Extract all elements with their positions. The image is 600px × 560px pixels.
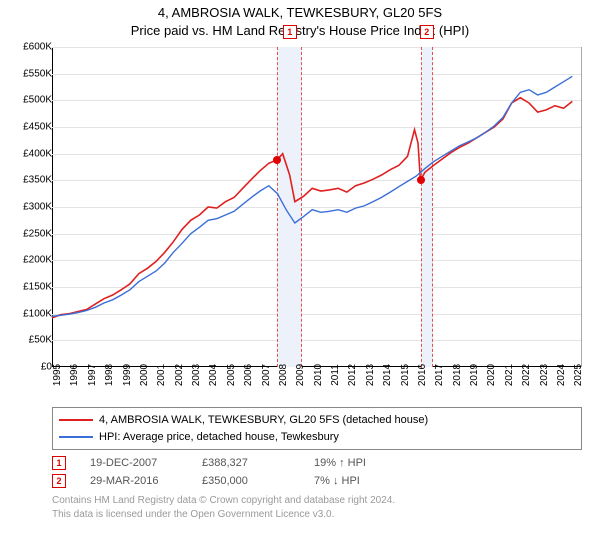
legend-label: 4, AMBROSIA WALK, TEWKESBURY, GL20 5FS (… [99,412,428,429]
y-tick-label: £400K [23,148,52,159]
footer-line-1: Contains HM Land Registry data © Crown c… [52,494,582,508]
title-block: 4, AMBROSIA WALK, TEWKESBURY, GL20 5FS P… [8,4,592,39]
x-tick-label: 2006 [243,364,254,386]
sale-dot [273,156,281,164]
y-tick-label: £600K [23,42,52,53]
x-tick-label: 2022 [521,364,532,386]
sale-row-date: 29-MAR-2016 [90,475,178,487]
legend: 4, AMBROSIA WALK, TEWKESBURY, GL20 5FS (… [52,407,582,450]
x-tick-label: 2020 [486,364,497,386]
x-tick-label: 2017 [434,364,445,386]
sale-summary-table: 1 19-DEC-2007 £388,327 19% ↑ HPI 2 29-MAR-201… [52,456,582,488]
y-tick-label: £450K [23,122,52,133]
x-tick-label: 1999 [122,364,133,386]
series-property [52,98,572,318]
x-tick-label: 2012 [347,364,358,386]
sale-row-delta: 19% ↑ HPI [314,457,402,469]
y-tick-label: £350K [23,175,52,186]
chart-container: 4, AMBROSIA WALK, TEWKESBURY, GL20 5FS P… [0,0,600,560]
line-layer [52,47,581,367]
sale-row-price: £350,000 [202,475,290,487]
sale-row-date: 19-DEC-2007 [90,457,178,469]
sale-row: 1 19-DEC-2007 £388,327 19% ↑ HPI [52,456,582,470]
sale-row-price: £388,327 [202,457,290,469]
sale-marker: 1 [283,25,297,39]
legend-label: HPI: Average price, detached house, Tewk… [99,429,339,446]
x-tick-label: 2000 [139,364,150,386]
legend-swatch [59,419,93,421]
x-tick-label: 2025 [573,364,584,386]
legend-row: 4, AMBROSIA WALK, TEWKESBURY, GL20 5FS (… [59,412,575,429]
x-tick-label: 2023 [539,364,550,386]
sale-marker: 2 [420,25,434,39]
plot-region: 12 [52,47,582,367]
sale-row-num: 1 [52,456,66,470]
x-tick-label: 2010 [313,364,324,386]
y-tick-label: £550K [23,68,52,79]
x-tick-label: 2002 [174,364,185,386]
footer-attribution: Contains HM Land Registry data © Crown c… [52,494,582,521]
x-tick-label: 2004 [208,364,219,386]
x-tick-label: 1998 [104,364,115,386]
y-tick-label: £200K [23,255,52,266]
x-tick-label: 2003 [191,364,202,386]
footer-line-2: This data is licensed under the Open Gov… [52,508,582,522]
y-tick-label: £0 [41,362,52,373]
y-tick-label: £500K [23,95,52,106]
x-tick-label: 1996 [69,364,80,386]
x-tick-label: 2009 [295,364,306,386]
series-hpi [52,76,572,316]
sale-dot [417,176,425,184]
x-tick-label: 2007 [261,364,272,386]
x-tick-label: 2011 [330,364,341,386]
y-tick-label: £50K [29,335,52,346]
x-tick-label: 2021 [504,364,515,386]
x-tick-label: 1997 [87,364,98,386]
title-address: 4, AMBROSIA WALK, TEWKESBURY, GL20 5FS [8,4,592,22]
y-tick-label: £250K [23,228,52,239]
x-tick-label: 2005 [226,364,237,386]
sale-row-num: 2 [52,474,66,488]
legend-row: HPI: Average price, detached house, Tewk… [59,429,575,446]
x-tick-label: 2024 [556,364,567,386]
y-tick-label: £300K [23,202,52,213]
x-tick-label: 2019 [469,364,480,386]
x-tick-label: 2001 [156,364,167,386]
chart-area: £0 £50K £100K £150K £200K £250K £300K £350K £400… [8,43,592,403]
x-tick-label: 2008 [278,364,289,386]
sale-row-delta: 7% ↓ HPI [314,475,402,487]
x-tick-label: 2018 [452,364,463,386]
y-tick-label: £150K [23,282,52,293]
y-tick-label: £100K [23,308,52,319]
x-tick-label: 2016 [417,364,428,386]
x-tick-label: 1995 [52,364,63,386]
legend-swatch [59,436,93,438]
title-subtitle: Price paid vs. HM Land Registry's House … [8,22,592,40]
x-tick-label: 2014 [382,364,393,386]
sale-row: 2 29-MAR-2016 £350,000 7% ↓ HPI [52,474,582,488]
x-tick-label: 2015 [400,364,411,386]
x-tick-label: 2013 [365,364,376,386]
